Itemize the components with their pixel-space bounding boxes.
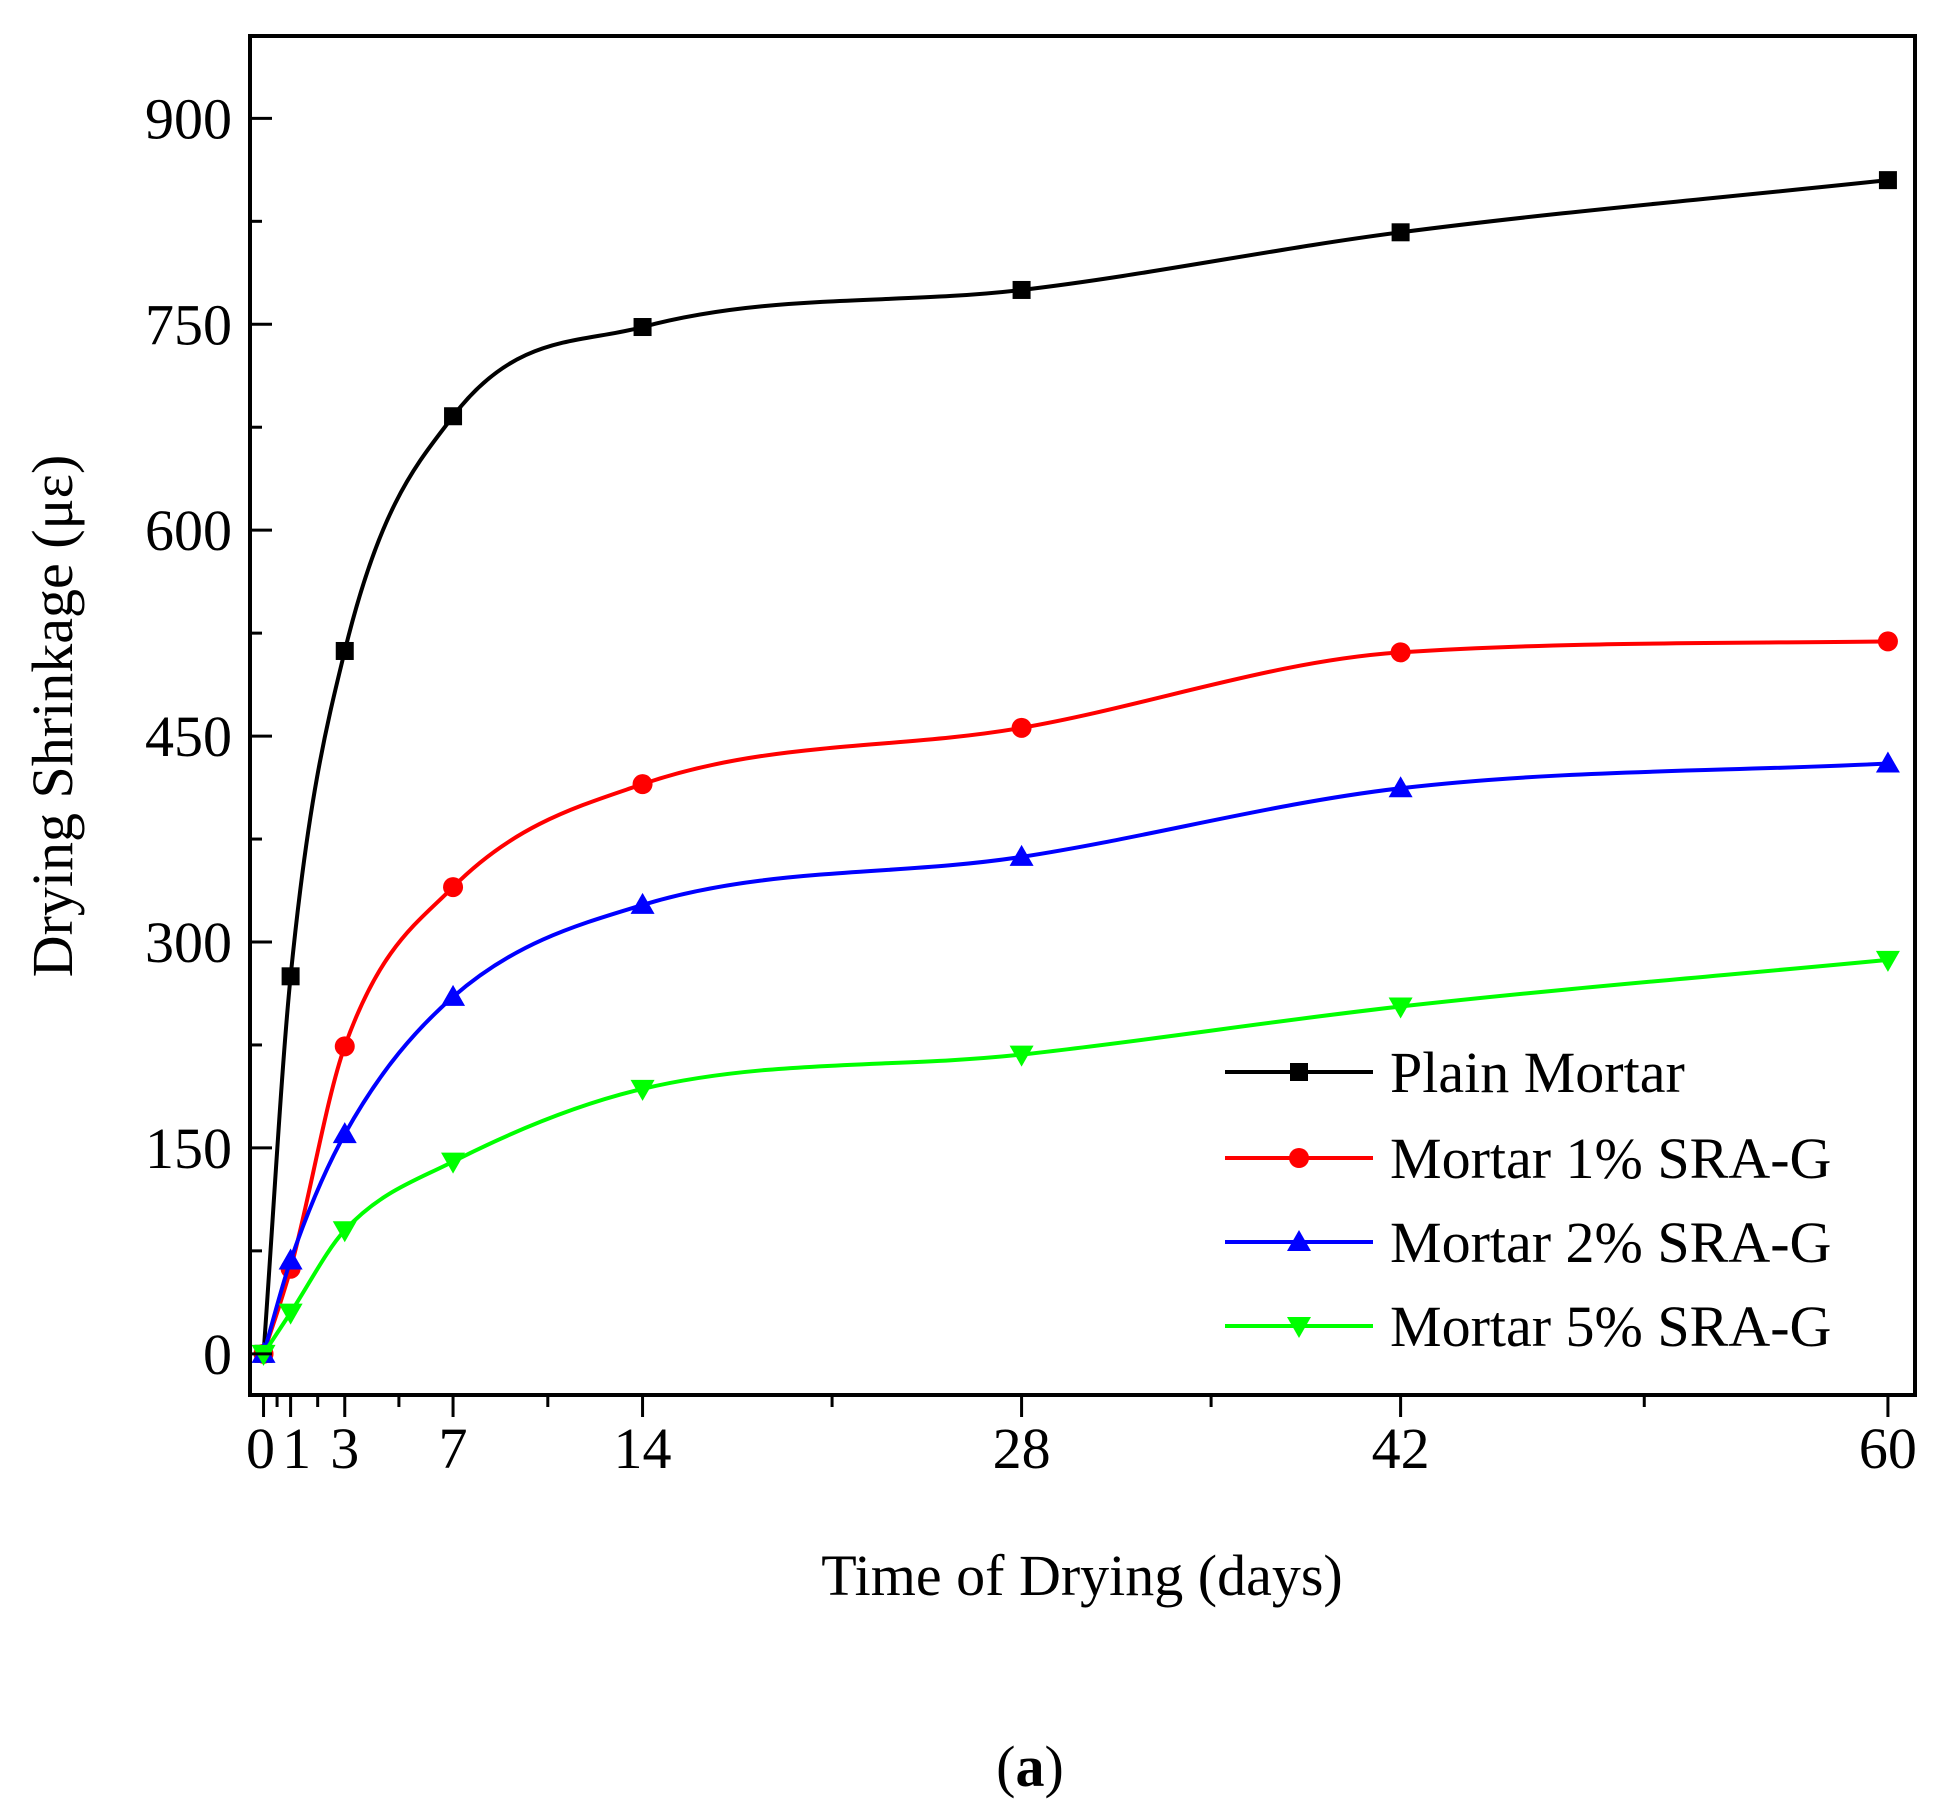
data-point — [632, 774, 653, 795]
series-mortar-2-sra-g — [251, 751, 1900, 1363]
data-point — [1012, 280, 1031, 299]
legend: Plain Mortar Mortar 1% SRA-G Mortar 2% SRA… — [1225, 1040, 1831, 1359]
data-point — [1390, 642, 1411, 663]
x-tick-label: 7 — [439, 1416, 468, 1481]
data-point — [332, 1221, 357, 1243]
plot-frame — [248, 34, 1917, 1397]
y-tick-label: 900 — [145, 86, 232, 151]
y-tick-label: 0 — [203, 1322, 232, 1387]
legend-label: Plain Mortar — [1390, 1040, 1685, 1105]
data-point — [281, 967, 300, 986]
y-tick-label: 600 — [145, 498, 232, 563]
caption-close-paren: ) — [1045, 1734, 1064, 1799]
y-tick-label: 750 — [145, 292, 232, 357]
data-point — [1875, 751, 1900, 773]
x-tick-label: 1 — [282, 1416, 311, 1481]
data-point — [334, 1036, 355, 1057]
data-point — [443, 877, 464, 898]
data-point — [441, 1152, 466, 1174]
data-point — [278, 1248, 303, 1270]
data-point — [335, 641, 354, 660]
x-tick-label: 0 — [246, 1416, 275, 1481]
x-tick-label: 14 — [614, 1416, 672, 1481]
data-point — [441, 984, 466, 1006]
data-point — [630, 1079, 655, 1101]
caption-label: a — [1016, 1734, 1045, 1799]
x-tick-label: 3 — [330, 1416, 359, 1481]
caption-open-paren: ( — [996, 1734, 1015, 1799]
x-axis-title: Time of Drying (days) — [821, 1543, 1342, 1608]
legend-marker — [1287, 1317, 1311, 1338]
series-line — [261, 761, 1889, 1355]
legend-label: Mortar 2% SRA-G — [1390, 1210, 1831, 1275]
data-point — [1011, 717, 1032, 738]
series-line — [261, 639, 1888, 1355]
data-point — [278, 1303, 303, 1325]
data-point — [1009, 844, 1034, 866]
figure-caption: (a) — [996, 1734, 1064, 1799]
data-point — [1878, 171, 1897, 190]
data-point — [332, 1122, 357, 1144]
legend-item: Plain Mortar — [1225, 1040, 1685, 1105]
legend-item: Mortar 1% SRA-G — [1225, 1126, 1831, 1191]
data-point — [1388, 997, 1413, 1019]
y-tick-label: 150 — [145, 1116, 232, 1181]
data-point — [1009, 1045, 1034, 1067]
y-tick-label: 450 — [145, 704, 232, 769]
data-point — [1877, 631, 1898, 652]
legend-label: Mortar 5% SRA-G — [1390, 1294, 1831, 1359]
y-tick-label: 300 — [145, 910, 232, 975]
series-plain-mortar — [254, 171, 1897, 1363]
x-tick-label: 28 — [993, 1416, 1051, 1481]
y-axis-title: Drying Shrinkage (με) — [20, 455, 85, 978]
legend-marker — [1289, 1148, 1309, 1168]
data-point — [1388, 776, 1413, 798]
legend-marker — [1290, 1063, 1308, 1081]
legend-marker — [1287, 1230, 1311, 1251]
x-tick-label: 42 — [1372, 1416, 1430, 1481]
data-point — [1391, 223, 1410, 242]
ticks-layer: 0 150 300 450 600 750 900 0 1 3 7 14 28 42 60 — [145, 86, 1917, 1481]
legend-item: Mortar 5% SRA-G — [1225, 1294, 1831, 1359]
legend-item: Mortar 2% SRA-G — [1225, 1210, 1831, 1275]
data-point — [444, 407, 463, 426]
legend-label: Mortar 1% SRA-G — [1390, 1126, 1831, 1191]
data-point — [630, 892, 655, 914]
x-tick-label: 60 — [1859, 1416, 1917, 1481]
data-point — [633, 318, 652, 337]
data-point — [1875, 950, 1900, 972]
